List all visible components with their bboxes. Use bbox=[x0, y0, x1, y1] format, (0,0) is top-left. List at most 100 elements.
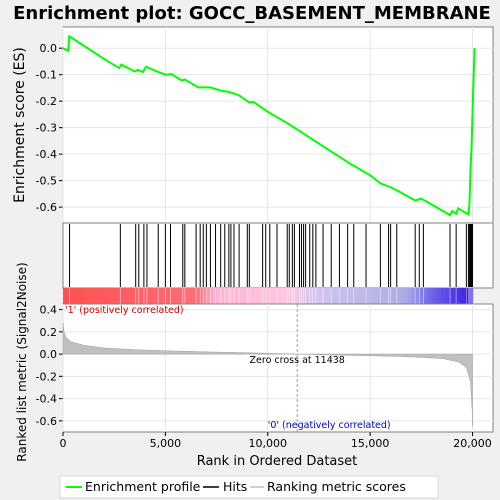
colorbar-segment bbox=[179, 288, 184, 304]
rank-colorbar bbox=[63, 288, 474, 304]
colorbar-segment bbox=[271, 288, 276, 304]
es-y-axis: 0.0 -0.1 -0.2 -0.3 -0.4 -0.5 -0.6 bbox=[36, 27, 493, 223]
colorbar-segment bbox=[336, 288, 341, 304]
es-panel bbox=[62, 26, 494, 224]
es-tick-label: -0.2 bbox=[36, 95, 57, 108]
positive-correlation-label: '1' (positively correlated) bbox=[65, 305, 184, 316]
hit-markers bbox=[69, 224, 474, 287]
x-tick-label: 5,000 bbox=[150, 437, 182, 450]
colorbar-segment bbox=[110, 288, 115, 304]
colorbar-segment bbox=[257, 288, 262, 304]
colorbar-segment bbox=[161, 288, 166, 304]
colorbar-segment bbox=[359, 288, 364, 304]
colorbar-segment bbox=[400, 288, 405, 304]
colorbar-segment bbox=[295, 288, 300, 304]
colorbar-segment bbox=[339, 288, 344, 304]
colorbar-segment bbox=[124, 288, 129, 304]
colorbar-segment bbox=[462, 288, 467, 304]
metric-tick-label: 0.2 bbox=[40, 326, 58, 339]
colorbar-segment bbox=[97, 288, 102, 304]
colorbar-segment bbox=[172, 288, 177, 304]
colorbar-segment bbox=[407, 288, 412, 304]
colorbar-segment bbox=[219, 288, 224, 304]
chart-title: Enrichment plot: GOCC_BASEMENT_MEMBRANE bbox=[13, 3, 491, 24]
x-axis-label: Rank in Ordered Dataset bbox=[197, 454, 358, 469]
colorbar-segment bbox=[216, 288, 221, 304]
colorbar-segment bbox=[417, 288, 422, 304]
metric-tick-label: -0.6 bbox=[36, 415, 57, 428]
colorbar-segment bbox=[243, 288, 248, 304]
colorbar-segment bbox=[322, 288, 327, 304]
colorbar-segment bbox=[100, 288, 105, 304]
colorbar-segment bbox=[452, 288, 457, 304]
x-axis: 0 5,000 10,000 15,000 20,000 bbox=[60, 432, 492, 450]
colorbar-segment bbox=[158, 288, 163, 304]
colorbar-segment bbox=[114, 288, 119, 304]
metric-tick-label: -0.4 bbox=[36, 393, 57, 406]
colorbar-segment bbox=[404, 288, 409, 304]
colorbar-segment bbox=[370, 288, 375, 304]
metric-tick-label: 0.4 bbox=[40, 304, 58, 317]
colorbar-segment bbox=[414, 288, 419, 304]
colorbar-segment bbox=[73, 288, 78, 304]
legend-box bbox=[59, 475, 439, 499]
colorbar-segment bbox=[441, 288, 446, 304]
colorbar-segment bbox=[223, 288, 228, 304]
colorbar-segment bbox=[465, 288, 470, 304]
colorbar-segment bbox=[185, 288, 190, 304]
colorbar-segment bbox=[134, 288, 139, 304]
colorbar-segment bbox=[151, 288, 156, 304]
colorbar-segment bbox=[291, 288, 296, 304]
es-tick-label: -0.6 bbox=[36, 201, 57, 214]
colorbar-segment bbox=[376, 288, 381, 304]
colorbar-segment bbox=[90, 288, 95, 304]
colorbar-segment bbox=[233, 288, 238, 304]
colorbar-segment bbox=[424, 288, 429, 304]
colorbar-segment bbox=[83, 288, 88, 304]
colorbar-segment bbox=[86, 288, 91, 304]
colorbar-segment bbox=[366, 288, 371, 304]
colorbar-segment bbox=[63, 288, 68, 304]
colorbar-segment bbox=[199, 288, 204, 304]
colorbar-segment bbox=[131, 288, 136, 304]
colorbar-segment bbox=[397, 288, 402, 304]
metric-tick-label: -0.2 bbox=[36, 370, 57, 383]
x-tick-label: 15,000 bbox=[351, 437, 390, 450]
colorbar-segment bbox=[165, 288, 170, 304]
colorbar-segment bbox=[431, 288, 436, 304]
colorbar-segment bbox=[448, 288, 453, 304]
colorbar-segment bbox=[373, 288, 378, 304]
colorbar-segment bbox=[138, 288, 143, 304]
colorbar-segment bbox=[353, 288, 358, 304]
negative-correlation-label: '0' (negatively correlated) bbox=[268, 420, 391, 431]
legend-es-label: Enrichment profile bbox=[85, 479, 201, 494]
colorbar-segment bbox=[428, 288, 433, 304]
es-profile-line bbox=[62, 34, 476, 217]
metric-y-axis-label: Ranked list metric (Signal2Noise) bbox=[15, 262, 29, 461]
colorbar-segment bbox=[434, 288, 439, 304]
hits-panel bbox=[62, 222, 494, 289]
colorbar-segment bbox=[356, 288, 361, 304]
colorbar-segment bbox=[455, 288, 460, 304]
colorbar-segment bbox=[318, 288, 323, 304]
es-tick-label: 0.0 bbox=[40, 42, 58, 55]
colorbar-segment bbox=[383, 288, 388, 304]
colorbar-segment bbox=[93, 288, 98, 304]
colorbar-segment bbox=[66, 288, 71, 304]
colorbar-segment bbox=[305, 288, 310, 304]
colorbar-segment bbox=[298, 288, 303, 304]
colorbar-segment bbox=[175, 288, 180, 304]
colorbar-segment bbox=[308, 288, 313, 304]
colorbar-segment bbox=[315, 288, 320, 304]
colorbar-segment bbox=[240, 288, 245, 304]
colorbar-segment bbox=[325, 288, 330, 304]
colorbar-segment bbox=[380, 288, 385, 304]
colorbar-segment bbox=[387, 288, 392, 304]
es-tick-label: -0.1 bbox=[36, 69, 57, 82]
x-tick-label: 20,000 bbox=[453, 437, 492, 450]
colorbar-segment bbox=[196, 288, 201, 304]
colorbar-segment bbox=[103, 288, 108, 304]
colorbar-segment bbox=[206, 288, 211, 304]
metric-tick-label: 0.0 bbox=[40, 348, 58, 361]
